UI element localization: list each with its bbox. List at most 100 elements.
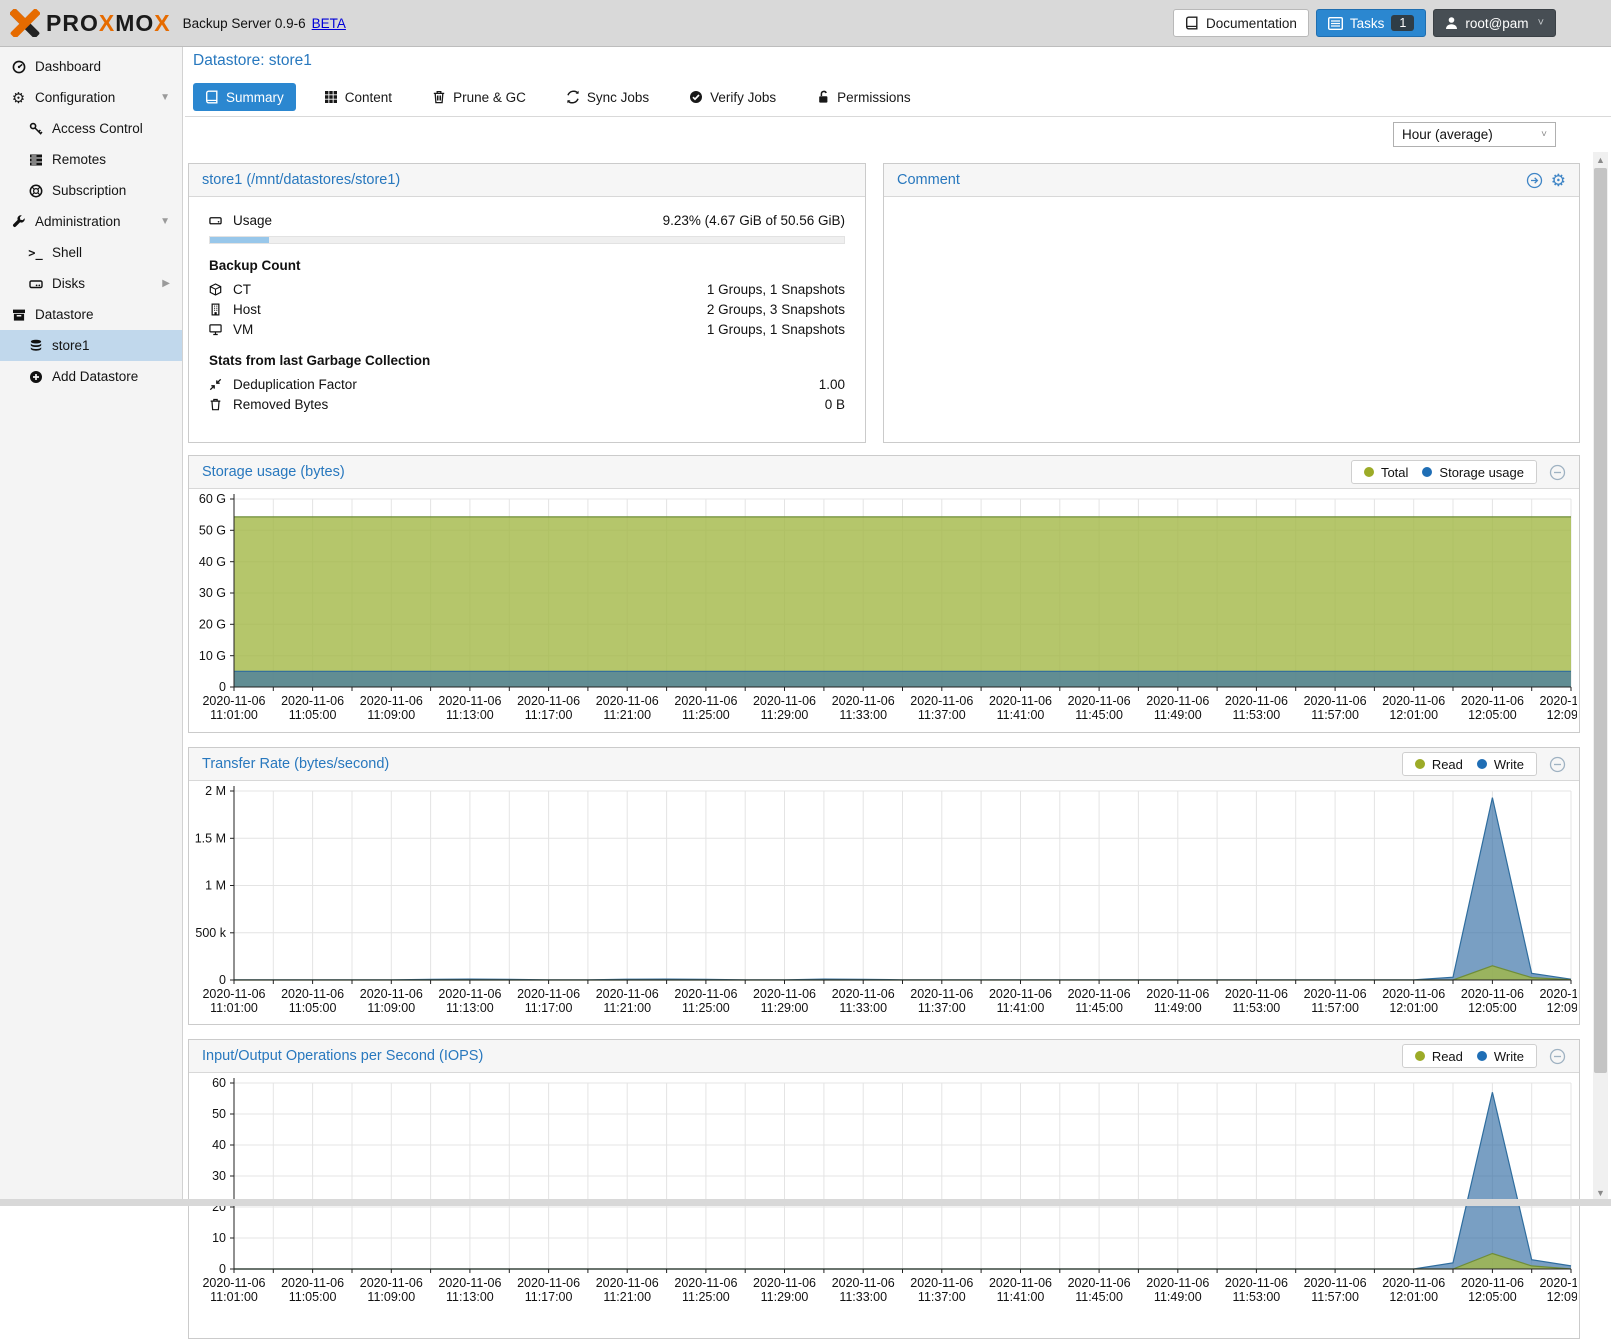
time-range-select[interactable]: Hour (average) ˅ bbox=[1393, 122, 1556, 147]
scrollbar-thumb[interactable] bbox=[1594, 168, 1607, 1073]
gc-stats-heading: Stats from last Garbage Collection bbox=[209, 353, 431, 368]
triangle-down-icon[interactable]: ▼ bbox=[160, 216, 170, 227]
sidebar-item-label: Remotes bbox=[52, 152, 107, 167]
triangle-down-icon[interactable]: ▼ bbox=[160, 92, 170, 103]
svg-text:2020-11-06: 2020-11-06 bbox=[1304, 987, 1367, 1001]
sidebar-item-label: Shell bbox=[52, 245, 83, 260]
svg-text:11:41:00: 11:41:00 bbox=[997, 1290, 1045, 1304]
tab-permissions[interactable]: Permissions bbox=[804, 83, 923, 111]
sidebar-item-store1[interactable]: store1 bbox=[0, 330, 182, 361]
tasks-button[interactable]: Tasks 1 bbox=[1315, 9, 1427, 37]
svg-text:2020-11-06: 2020-11-06 bbox=[596, 694, 659, 708]
open-arrow-circle-icon[interactable] bbox=[1526, 172, 1543, 189]
chevron-down-icon: ˅ bbox=[1541, 129, 1547, 140]
trash-icon bbox=[209, 398, 225, 412]
sidebar-item-label: Dashboard bbox=[35, 59, 102, 74]
host-label: Host bbox=[233, 302, 261, 317]
svg-text:12:01:00: 12:01:00 bbox=[1389, 1001, 1438, 1015]
tab-content[interactable]: Content bbox=[312, 83, 404, 111]
sidebar-item-dashboard[interactable]: Dashboard bbox=[0, 51, 182, 82]
trash-icon bbox=[433, 90, 445, 104]
tab-label: Verify Jobs bbox=[710, 89, 777, 105]
svg-text:2020-11-06: 2020-11-06 bbox=[989, 987, 1052, 1001]
svg-text:1.5 M: 1.5 M bbox=[195, 832, 226, 846]
documentation-button[interactable]: Documentation bbox=[1173, 9, 1309, 37]
panel-title: store1 (/mnt/datastores/store1) bbox=[202, 172, 401, 188]
svg-text:2020-11-06: 2020-11-06 bbox=[202, 694, 265, 708]
svg-text:50 G: 50 G bbox=[199, 524, 226, 538]
svg-text:11:33:00: 11:33:00 bbox=[839, 1290, 887, 1304]
building-icon bbox=[209, 303, 225, 317]
iops-panel: Input/Output Operations per Second (IOPS… bbox=[188, 1039, 1603, 1339]
sidebar-item-access-control[interactable]: Access Control bbox=[0, 113, 182, 144]
svg-text:12:01:00: 12:01:00 bbox=[1389, 708, 1438, 722]
dedup-row: Deduplication Factor 1.00 bbox=[209, 375, 845, 394]
usage-row: Usage 9.23% (4.67 GiB of 50.56 GiB) bbox=[209, 211, 845, 230]
minus-circle-icon[interactable] bbox=[1549, 1048, 1566, 1065]
sidebar-item-add-datastore[interactable]: Add Datastore bbox=[0, 361, 182, 392]
svg-text:12:05:00: 12:05:00 bbox=[1468, 1001, 1517, 1015]
user-menu-button[interactable]: root@pam ˅ bbox=[1433, 9, 1556, 37]
svg-text:11:13:00: 11:13:00 bbox=[446, 708, 494, 722]
legend-item-write: Write bbox=[1476, 1049, 1524, 1064]
svg-text:2020-11-06: 2020-11-06 bbox=[596, 1276, 659, 1290]
list-rows-icon bbox=[27, 152, 44, 167]
proxmox-x-icon bbox=[10, 9, 40, 37]
svg-text:2020-11-06: 2020-11-06 bbox=[832, 1276, 895, 1290]
svg-text:2020-11-06: 2020-11-06 bbox=[1539, 1276, 1577, 1290]
svg-text:20 G: 20 G bbox=[199, 618, 226, 632]
minus-circle-icon[interactable] bbox=[1549, 756, 1566, 773]
dedup-value: 1.00 bbox=[818, 377, 845, 392]
sidebar-item-label: Disks bbox=[52, 276, 85, 291]
svg-text:11:09:00: 11:09:00 bbox=[367, 1001, 415, 1015]
svg-text:11:25:00: 11:25:00 bbox=[682, 1290, 730, 1304]
dedup-label: Deduplication Factor bbox=[233, 377, 357, 392]
sidebar-item-shell[interactable]: >_ Shell bbox=[0, 237, 182, 268]
svg-text:11:21:00: 11:21:00 bbox=[603, 1001, 651, 1015]
svg-text:11:37:00: 11:37:00 bbox=[918, 1001, 966, 1015]
svg-text:2020-11-06: 2020-11-06 bbox=[1382, 1276, 1445, 1290]
check-circle-icon bbox=[690, 91, 703, 103]
svg-text:2020-11-06: 2020-11-06 bbox=[753, 1276, 816, 1290]
tab-prune-gc[interactable]: Prune & GC bbox=[420, 83, 538, 111]
svg-text:2020-11-06: 2020-11-06 bbox=[753, 694, 816, 708]
sidebar-item-disks[interactable]: Disks ▶ bbox=[0, 268, 182, 299]
sidebar-item-remotes[interactable]: Remotes bbox=[0, 144, 182, 175]
sidebar-item-label: Datastore bbox=[35, 307, 94, 322]
svg-text:2020-11-06: 2020-11-06 bbox=[674, 1276, 737, 1290]
svg-text:11:21:00: 11:21:00 bbox=[603, 708, 651, 722]
svg-text:2020-11-06: 2020-11-06 bbox=[1225, 987, 1288, 1001]
beta-link[interactable]: BETA bbox=[311, 15, 346, 31]
sidebar-item-label: Subscription bbox=[52, 183, 127, 198]
sidebar-item-administration[interactable]: Administration ▼ bbox=[0, 206, 182, 237]
vertical-scrollbar[interactable]: ▲ ▼ bbox=[1593, 152, 1608, 1200]
comment-body[interactable] bbox=[884, 197, 1579, 211]
triangle-right-icon[interactable]: ▶ bbox=[162, 278, 170, 289]
sidebar-item-subscription[interactable]: Subscription bbox=[0, 175, 182, 206]
svg-text:11:53:00: 11:53:00 bbox=[1233, 708, 1281, 722]
compress-icon bbox=[209, 378, 225, 392]
svg-text:11:53:00: 11:53:00 bbox=[1233, 1001, 1281, 1015]
gear-icon[interactable]: ⚙ bbox=[1550, 170, 1566, 190]
svg-text:2020-11-06: 2020-11-06 bbox=[1461, 1276, 1524, 1290]
svg-text:11:25:00: 11:25:00 bbox=[682, 708, 730, 722]
svg-text:11:49:00: 11:49:00 bbox=[1154, 1001, 1202, 1015]
sidebar-item-datastore[interactable]: Datastore bbox=[0, 299, 182, 330]
tasks-badge: 1 bbox=[1391, 15, 1415, 31]
svg-text:12:09:00: 12:09:00 bbox=[1547, 1001, 1577, 1015]
svg-text:2020-11-06: 2020-11-06 bbox=[517, 694, 580, 708]
sidebar-item-configuration[interactable]: ⚙ Configuration ▼ bbox=[0, 82, 182, 113]
scroll-up-icon[interactable]: ▲ bbox=[1596, 154, 1605, 165]
tab-sync-jobs[interactable]: Sync Jobs bbox=[554, 83, 661, 111]
tab-verify-jobs[interactable]: Verify Jobs bbox=[677, 83, 788, 111]
chart-legend: Total Storage usage bbox=[1350, 460, 1537, 484]
hdd-icon bbox=[209, 214, 225, 228]
scroll-down-icon[interactable]: ▼ bbox=[1596, 1187, 1605, 1198]
svg-text:11:01:00: 11:01:00 bbox=[210, 1001, 258, 1015]
minus-circle-icon[interactable] bbox=[1549, 464, 1566, 481]
tab-summary[interactable]: Summary bbox=[193, 83, 296, 111]
svg-text:11:33:00: 11:33:00 bbox=[839, 1001, 887, 1015]
terminal-icon: >_ bbox=[28, 245, 43, 260]
vm-value: 1 Groups, 1 Snapshots bbox=[706, 322, 845, 337]
svg-text:2020-11-06: 2020-11-06 bbox=[360, 694, 423, 708]
